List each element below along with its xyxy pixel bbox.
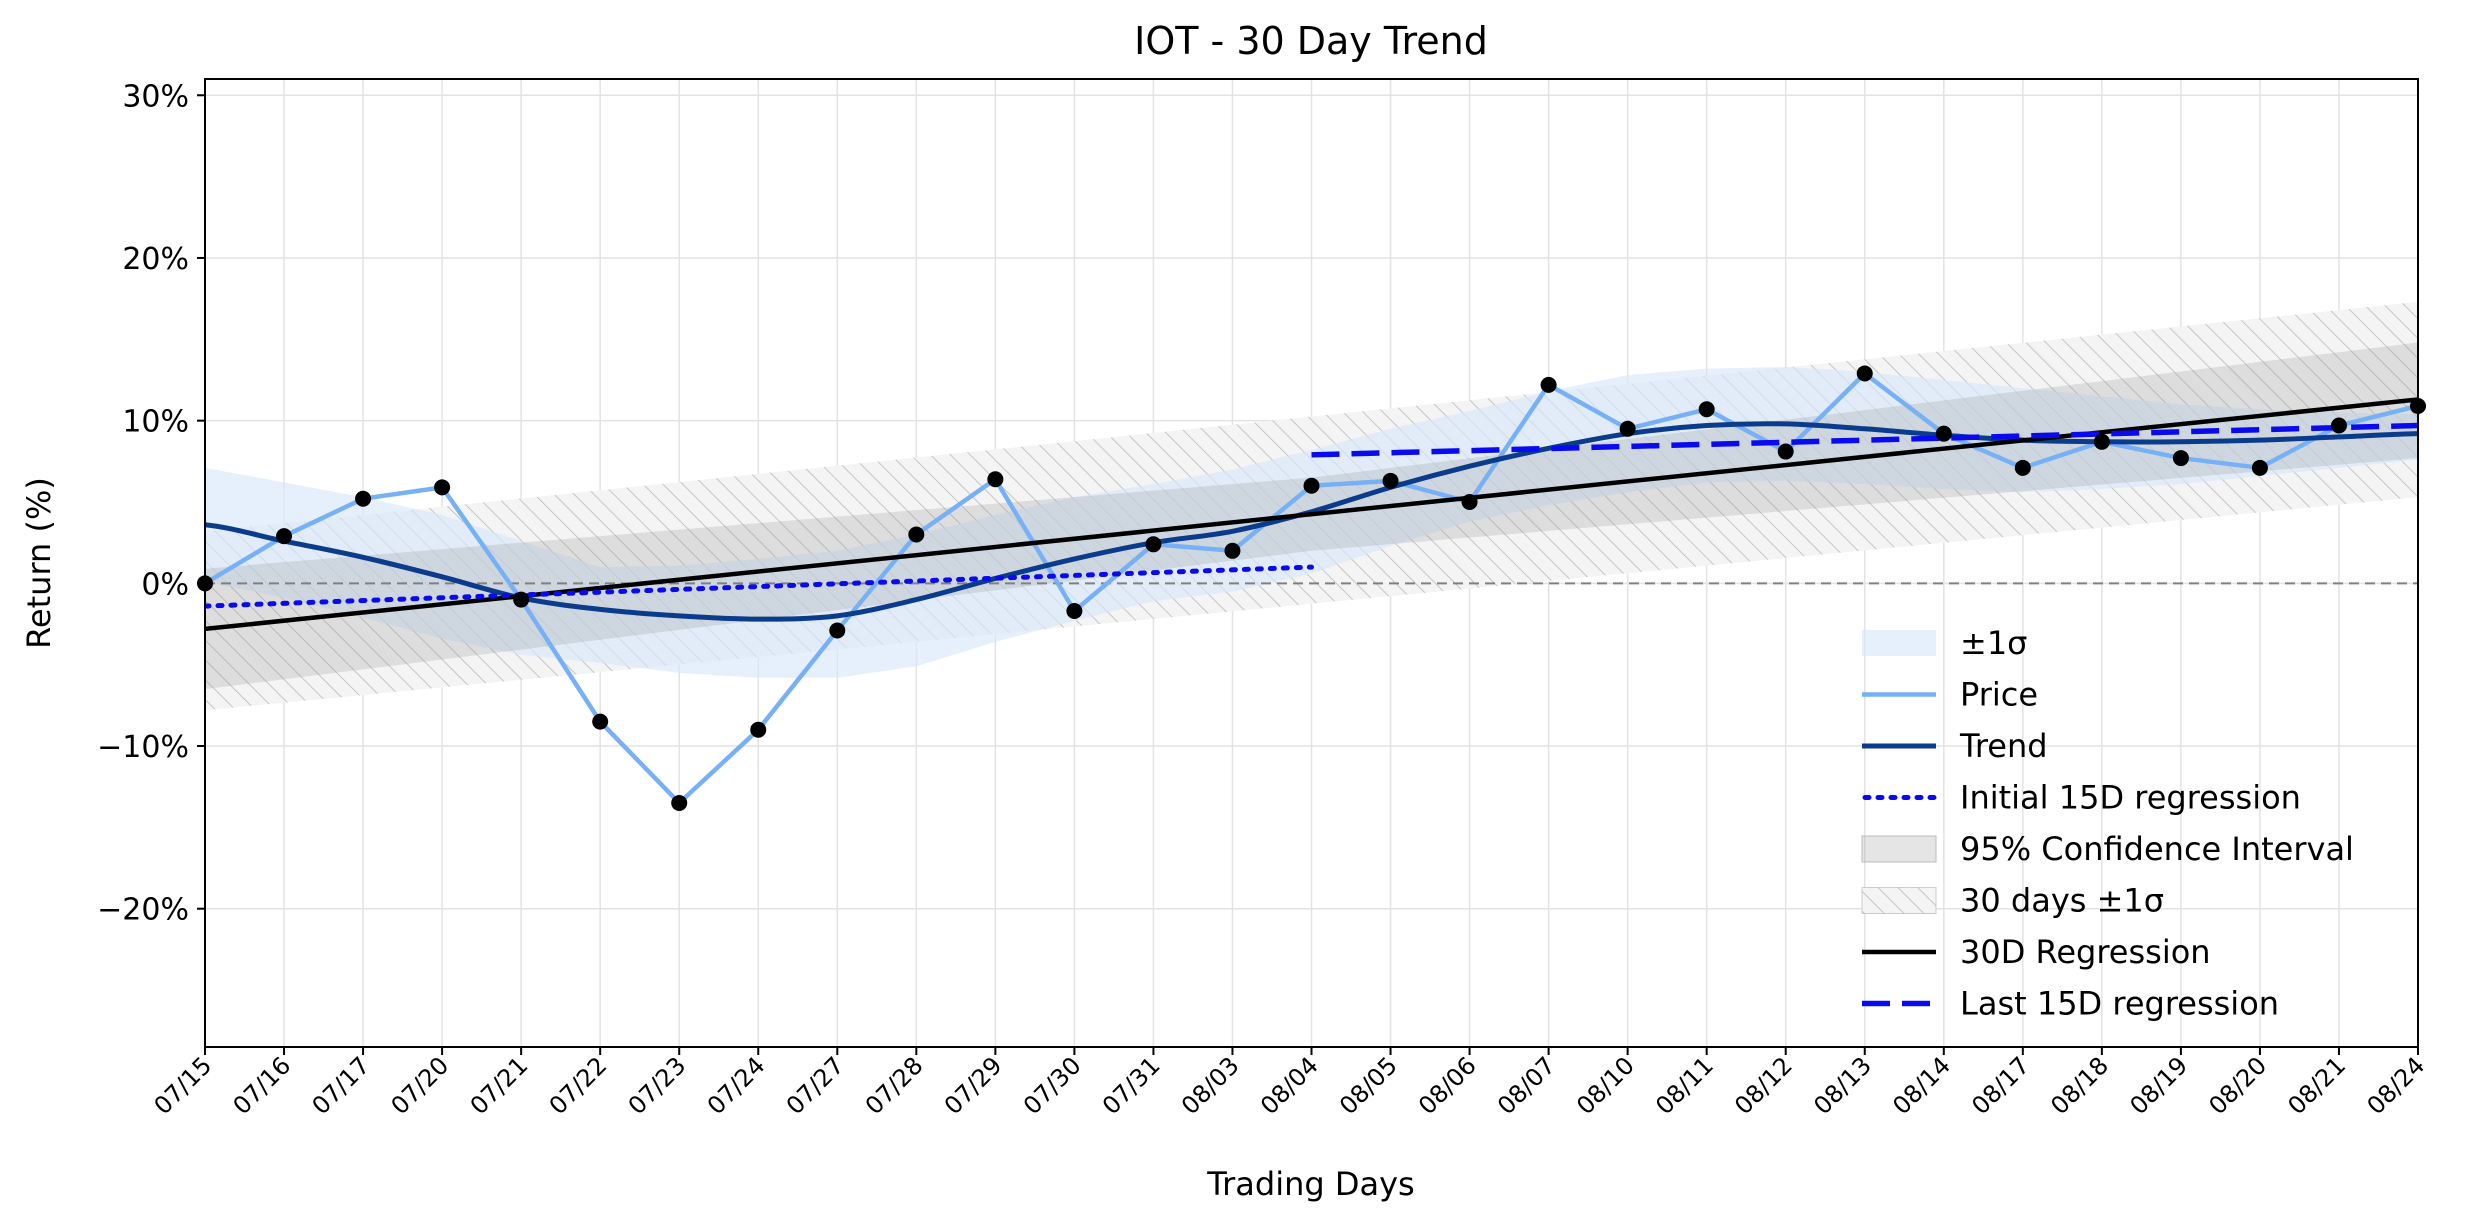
legend-label: 95% Confidence Interval — [1960, 830, 2354, 868]
price-point — [1145, 536, 1162, 553]
x-tick-label: 07/23 — [623, 1051, 692, 1120]
price-point — [671, 794, 688, 811]
x-tick-label: 08/14 — [1887, 1051, 1956, 1120]
price-point — [1856, 365, 1873, 382]
legend: ±1σ Price Trend Initial 15D regression 95% C… — [1861, 624, 2354, 1023]
legend-label: 30D Regression — [1960, 933, 2211, 971]
x-tick-label: 08/18 — [2045, 1051, 2114, 1120]
price-point — [1540, 376, 1557, 393]
legend-label: Price — [1960, 676, 2038, 714]
x-tick-label: 08/13 — [1808, 1051, 1877, 1120]
legend-label: ±1σ — [1960, 624, 2027, 662]
x-tick-label: 08/07 — [1492, 1051, 1561, 1120]
price-point — [355, 490, 372, 507]
x-axis: 07/15 07/16 07/17 07/20 07/21 07/22 07/23 07/24… — [149, 1047, 2431, 1120]
legend-label: Trend — [1959, 727, 2048, 765]
x-tick-label: 07/15 — [149, 1051, 218, 1120]
y-axis-title: Return (%) — [20, 477, 58, 649]
x-tick-label: 08/20 — [2203, 1051, 2272, 1120]
price-point — [434, 479, 451, 496]
x-tick-label: 07/29 — [939, 1051, 1008, 1120]
price-point — [1224, 542, 1241, 559]
price-point — [1303, 477, 1320, 494]
price-point — [513, 591, 530, 608]
price-point — [2330, 417, 2347, 434]
price-point — [2172, 450, 2189, 467]
price-point — [1777, 443, 1794, 460]
price-point — [2014, 459, 2031, 476]
legend-swatch-sigma — [1862, 630, 1936, 656]
x-axis-title: Trading Days — [1206, 1165, 1414, 1203]
last-15d-regression-line — [1311, 422, 2418, 458]
x-tick-label: 08/10 — [1571, 1051, 1640, 1120]
x-tick-label: 07/24 — [702, 1051, 771, 1120]
x-tick-label: 08/24 — [2362, 1051, 2431, 1120]
lines-layer — [205, 371, 2418, 806]
y-axis: −20% −10% 0% 10% 20% 30% — [97, 79, 205, 928]
y-tick-label: 10% — [122, 405, 189, 440]
legend-swatch-ci — [1861, 835, 1937, 863]
y-tick-label: 30% — [122, 79, 189, 114]
legend-swatch-days30 — [1862, 887, 1936, 914]
y-tick-label: −20% — [97, 893, 189, 928]
price-point — [750, 721, 767, 738]
x-tick-label: 07/22 — [544, 1051, 613, 1120]
x-tick-label: 08/06 — [1413, 1051, 1482, 1120]
x-tick-label: 07/30 — [1018, 1051, 1087, 1120]
price-point — [1066, 602, 1083, 619]
x-tick-label: 07/21 — [465, 1051, 534, 1120]
y-tick-label: −10% — [97, 730, 189, 765]
x-tick-label: 08/17 — [1966, 1051, 2035, 1120]
price-point — [2093, 433, 2110, 450]
legend-label: 30 days ±1σ — [1960, 882, 2164, 920]
x-tick-label: 07/31 — [1097, 1051, 1166, 1120]
price-point — [987, 471, 1004, 488]
x-tick-label: 07/20 — [386, 1051, 455, 1120]
price-point — [592, 713, 609, 730]
price-point — [1619, 420, 1636, 437]
price-point — [829, 622, 846, 639]
price-point — [1382, 472, 1399, 489]
x-tick-label: 08/05 — [1334, 1051, 1403, 1120]
x-tick-label: 07/16 — [228, 1051, 297, 1120]
markers-layer — [197, 365, 2426, 811]
x-tick-label: 08/11 — [1650, 1051, 1719, 1120]
x-tick-label: 07/28 — [860, 1051, 929, 1120]
x-tick-label: 08/04 — [1255, 1051, 1324, 1120]
y-tick-label: 20% — [122, 242, 189, 277]
price-point — [2251, 459, 2268, 476]
initial-15d-regression-line — [205, 564, 1314, 609]
price-point — [1935, 425, 1952, 442]
x-tick-label: 08/19 — [2124, 1051, 2193, 1120]
price-point — [276, 528, 293, 545]
legend-label: Last 15D regression — [1960, 985, 2279, 1023]
legend-label: Initial 15D regression — [1960, 779, 2301, 817]
price-point — [1698, 401, 1715, 418]
y-tick-label: 0% — [141, 567, 189, 602]
sigma-band — [205, 366, 2418, 678]
chart-title: IOT - 30 Day Trend — [1134, 19, 1488, 63]
x-tick-label: 07/27 — [781, 1051, 850, 1120]
x-tick-label: 08/21 — [2282, 1051, 2351, 1120]
x-tick-label: 08/12 — [1729, 1051, 1798, 1120]
price-point — [908, 526, 925, 543]
price-point — [1461, 493, 1478, 510]
x-tick-label: 07/17 — [307, 1051, 376, 1120]
x-tick-label: 08/03 — [1176, 1051, 1245, 1120]
